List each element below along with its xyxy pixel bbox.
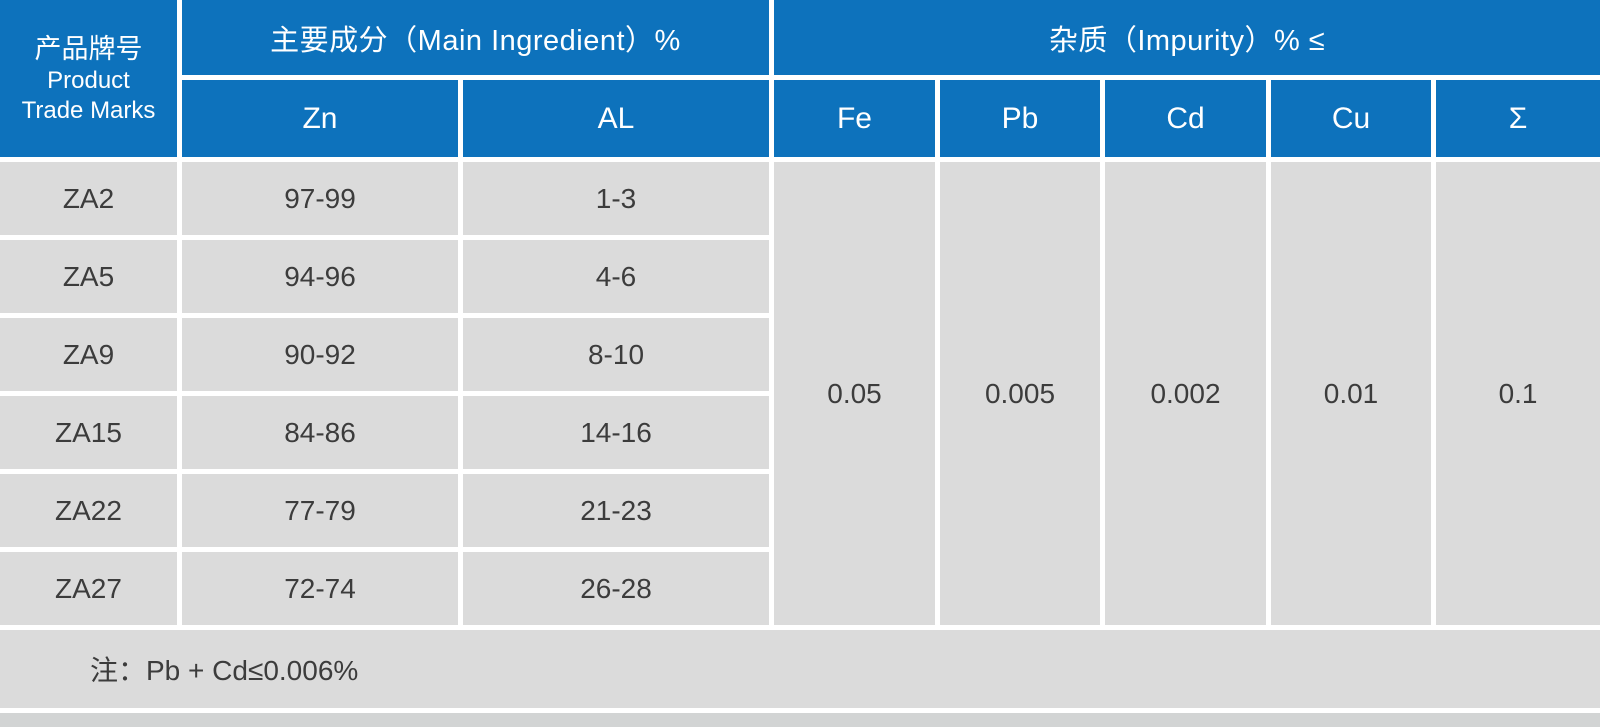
cell-mark: ZA15 (0, 396, 177, 469)
cell-zn: 72-74 (182, 552, 458, 625)
impurity-limit-cd: 0.002 (1105, 162, 1266, 625)
cell-al: 4-6 (463, 240, 769, 313)
header-product-en2: Trade Marks (21, 96, 156, 124)
impurity-limit-cu: 0.01 (1271, 162, 1431, 625)
col-header-zn: Zn (182, 80, 458, 157)
footnote-text: 注：Pb + Cd≤0.006% (0, 630, 1600, 708)
cell-zn: 90-92 (182, 318, 458, 391)
note-row: 注：Pb + Cd≤0.006% (0, 630, 1600, 708)
cell-mark: ZA5 (0, 240, 177, 313)
col-header-sigma: Σ (1436, 80, 1600, 157)
header-main-ingredient-group: 主要成分（Main Ingredient）% (182, 0, 769, 75)
col-header-cu: Cu (1271, 80, 1431, 157)
header-impurity-group: 杂质（Impurity）% ≤ (774, 0, 1600, 75)
cell-al: 8-10 (463, 318, 769, 391)
header-product-en1: Product (47, 66, 130, 94)
table-row-za2: ZA2 97-99 1-3 0.05 0.005 0.002 0.01 0.1 (0, 162, 1600, 625)
col-header-pb: Pb (940, 80, 1100, 157)
cell-zn: 94-96 (182, 240, 458, 313)
header-product-zh: 产品牌号 (34, 33, 143, 64)
impurity-limit-fe: 0.05 (774, 162, 935, 625)
header-product-trademarks: 产品牌号 Product Trade Marks (0, 0, 177, 157)
bottom-strip (0, 713, 1600, 727)
cell-mark: ZA22 (0, 474, 177, 547)
table-row-za15: ZA15 84-86 14-16 (0, 396, 1600, 469)
col-header-cd: Cd (1105, 80, 1266, 157)
cell-zn: 84-86 (182, 396, 458, 469)
col-header-fe: Fe (774, 80, 935, 157)
col-header-al: AL (463, 80, 769, 157)
cell-al: 14-16 (463, 396, 769, 469)
cell-zn: 77-79 (182, 474, 458, 547)
table-row-za9: ZA9 90-92 8-10 (0, 318, 1600, 391)
impurity-limit-sum: 0.1 (1436, 162, 1600, 625)
cell-al: 1-3 (463, 162, 769, 235)
cell-al: 21-23 (463, 474, 769, 547)
table-row-za5: ZA5 94-96 4-6 (0, 240, 1600, 313)
cell-zn: 97-99 (182, 162, 458, 235)
cell-mark: ZA27 (0, 552, 177, 625)
cell-mark: ZA9 (0, 318, 177, 391)
impurity-limit-pb: 0.005 (940, 162, 1100, 625)
cell-mark: ZA2 (0, 162, 177, 235)
cell-al: 26-28 (463, 552, 769, 625)
table-row-za27: ZA27 72-74 26-28 (0, 552, 1600, 625)
table-row-za22: ZA22 77-79 21-23 (0, 474, 1600, 547)
